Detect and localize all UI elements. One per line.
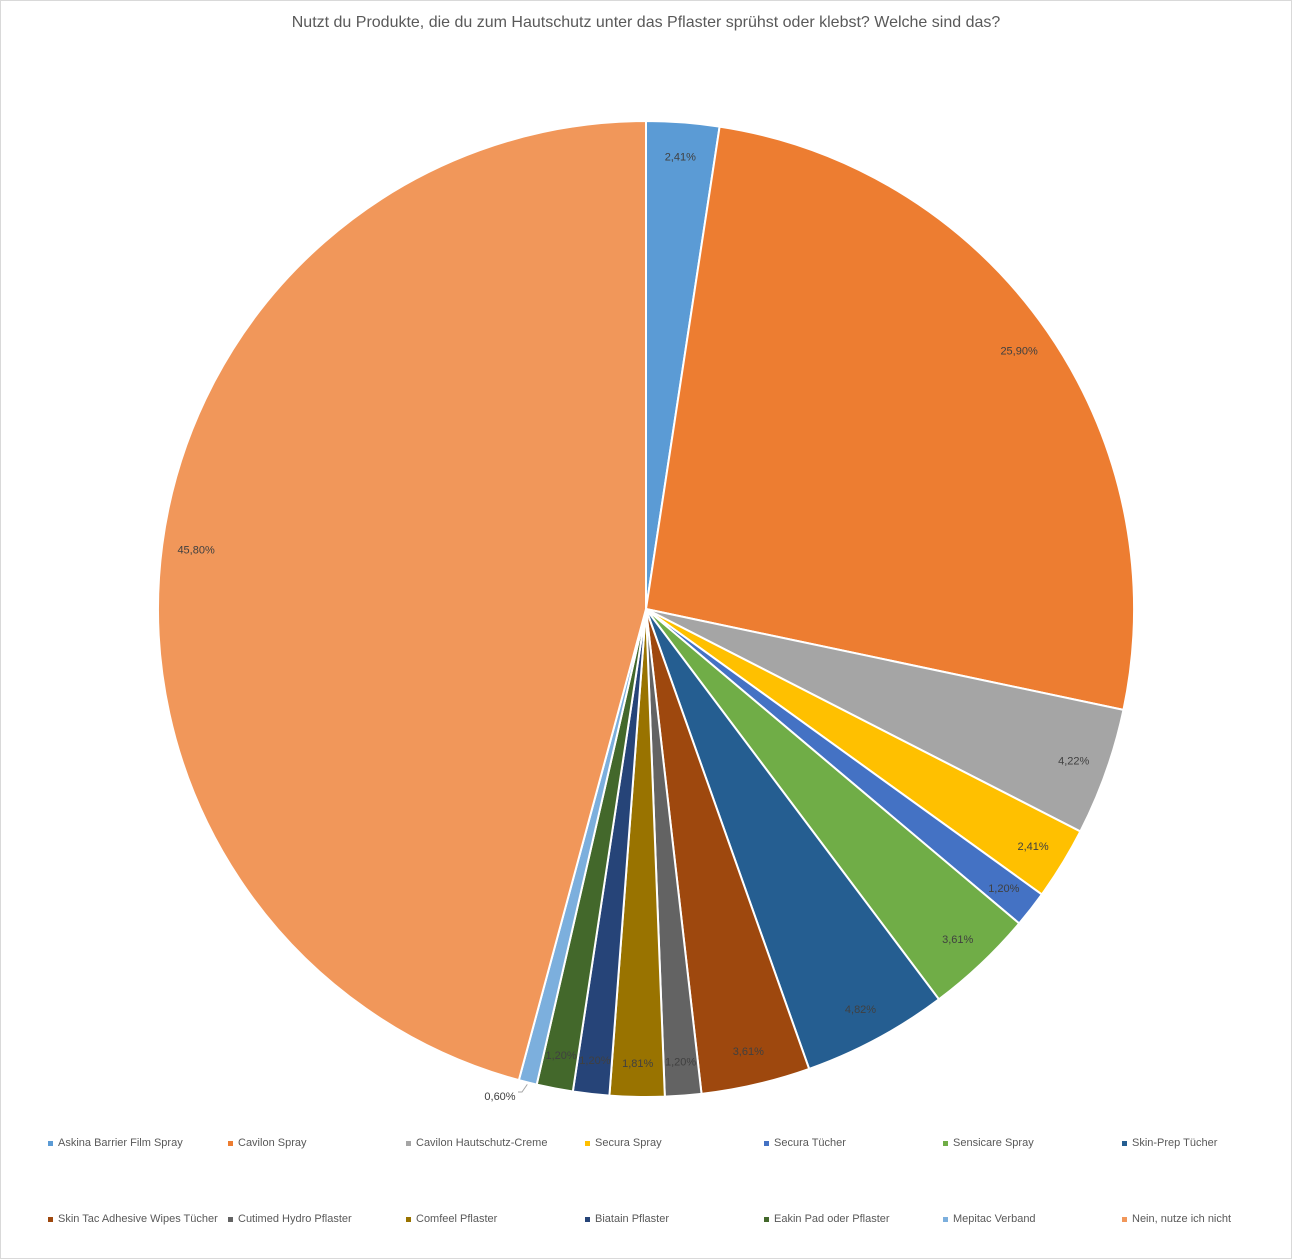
legend-swatch — [585, 1140, 590, 1146]
chart-title: Nutzt du Produkte, die du zum Hautschutz… — [291, 14, 1001, 31]
pie-slice — [644, 125, 1135, 712]
legend-item: Skin Tac Adhesive Wipes Tücher — [48, 1213, 218, 1225]
data-label: 25,90% — [1000, 346, 1038, 358]
legend-item: Cavilon Spray — [228, 1137, 306, 1149]
legend-item: Nein, nutze ich nicht — [1122, 1213, 1231, 1225]
pie-slice — [157, 119, 647, 1082]
data-label: 2,41% — [1017, 841, 1048, 853]
data-label: 3,61% — [942, 934, 973, 946]
data-label: 0,60% — [484, 1091, 515, 1103]
legend-swatch — [1122, 1140, 1127, 1146]
legend-item: Biatain Pflaster — [585, 1213, 669, 1225]
legend-label: Comfeel Pflaster — [416, 1213, 498, 1225]
legend-swatch — [585, 1216, 590, 1222]
legend-swatch — [406, 1216, 411, 1222]
legend-label: Skin Tac Adhesive Wipes Tücher — [58, 1213, 218, 1225]
data-label: 4,82% — [845, 1004, 876, 1016]
data-label: 3,61% — [733, 1046, 764, 1058]
data-label: 1,20% — [988, 883, 1019, 895]
legend-swatch — [764, 1140, 769, 1146]
legend-label: Cavilon Hautschutz-Creme — [416, 1137, 548, 1149]
legend-label: Cutimed Hydro Pflaster — [238, 1213, 352, 1225]
legend-item: Cavilon Hautschutz-Creme — [406, 1137, 547, 1149]
legend-item: Secura Spray — [585, 1137, 662, 1149]
legend-label: Secura Tücher — [774, 1137, 846, 1149]
legend-swatch — [228, 1140, 233, 1146]
legend-swatch — [764, 1216, 769, 1222]
legend-label: Askina Barrier Film Spray — [58, 1137, 183, 1149]
legend-swatch — [943, 1140, 948, 1146]
data-label: 2,41% — [665, 152, 696, 164]
legend-label: Biatain Pflaster — [595, 1213, 669, 1225]
data-label: 1,81% — [622, 1058, 653, 1070]
data-label: 1,20% — [665, 1057, 696, 1069]
legend-swatch — [943, 1216, 948, 1222]
legend-label: Eakin Pad oder Pflaster — [774, 1213, 890, 1225]
legend-label: Secura Spray — [595, 1137, 662, 1149]
legend-label: Cavilon Spray — [238, 1137, 307, 1149]
legend-swatch — [406, 1140, 411, 1146]
legend-swatch — [228, 1216, 233, 1222]
legend-item: Mepitac Verband — [943, 1213, 1036, 1225]
legend-label: Mepitac Verband — [953, 1213, 1036, 1225]
legend-swatch — [48, 1216, 53, 1222]
legend-label: Nein, nutze ich nicht — [1132, 1213, 1232, 1225]
pie-slice — [645, 608, 941, 1071]
data-label: 1,20% — [545, 1050, 576, 1062]
legend-label: Sensicare Spray — [953, 1137, 1034, 1149]
data-label: 4,22% — [1058, 756, 1089, 768]
legend-item: Skin-Prep Tücher — [1122, 1137, 1217, 1149]
legend-item: Comfeel Pflaster — [406, 1213, 497, 1225]
data-label: 45,80% — [177, 544, 215, 556]
legend-swatch — [48, 1140, 53, 1146]
legend-label: Skin-Prep Tücher — [1132, 1137, 1218, 1149]
legend-item: Sensicare Spray — [943, 1137, 1034, 1149]
legend-item: Askina Barrier Film Spray — [48, 1137, 183, 1149]
legend-item: Cutimed Hydro Pflaster — [228, 1213, 352, 1225]
legend-item: Secura Tücher — [764, 1137, 846, 1149]
data-label: 1,20% — [579, 1055, 610, 1067]
legend-item: Eakin Pad oder Pflaster — [764, 1213, 890, 1225]
leader-line — [518, 1084, 528, 1093]
legend-swatch — [1122, 1216, 1127, 1222]
